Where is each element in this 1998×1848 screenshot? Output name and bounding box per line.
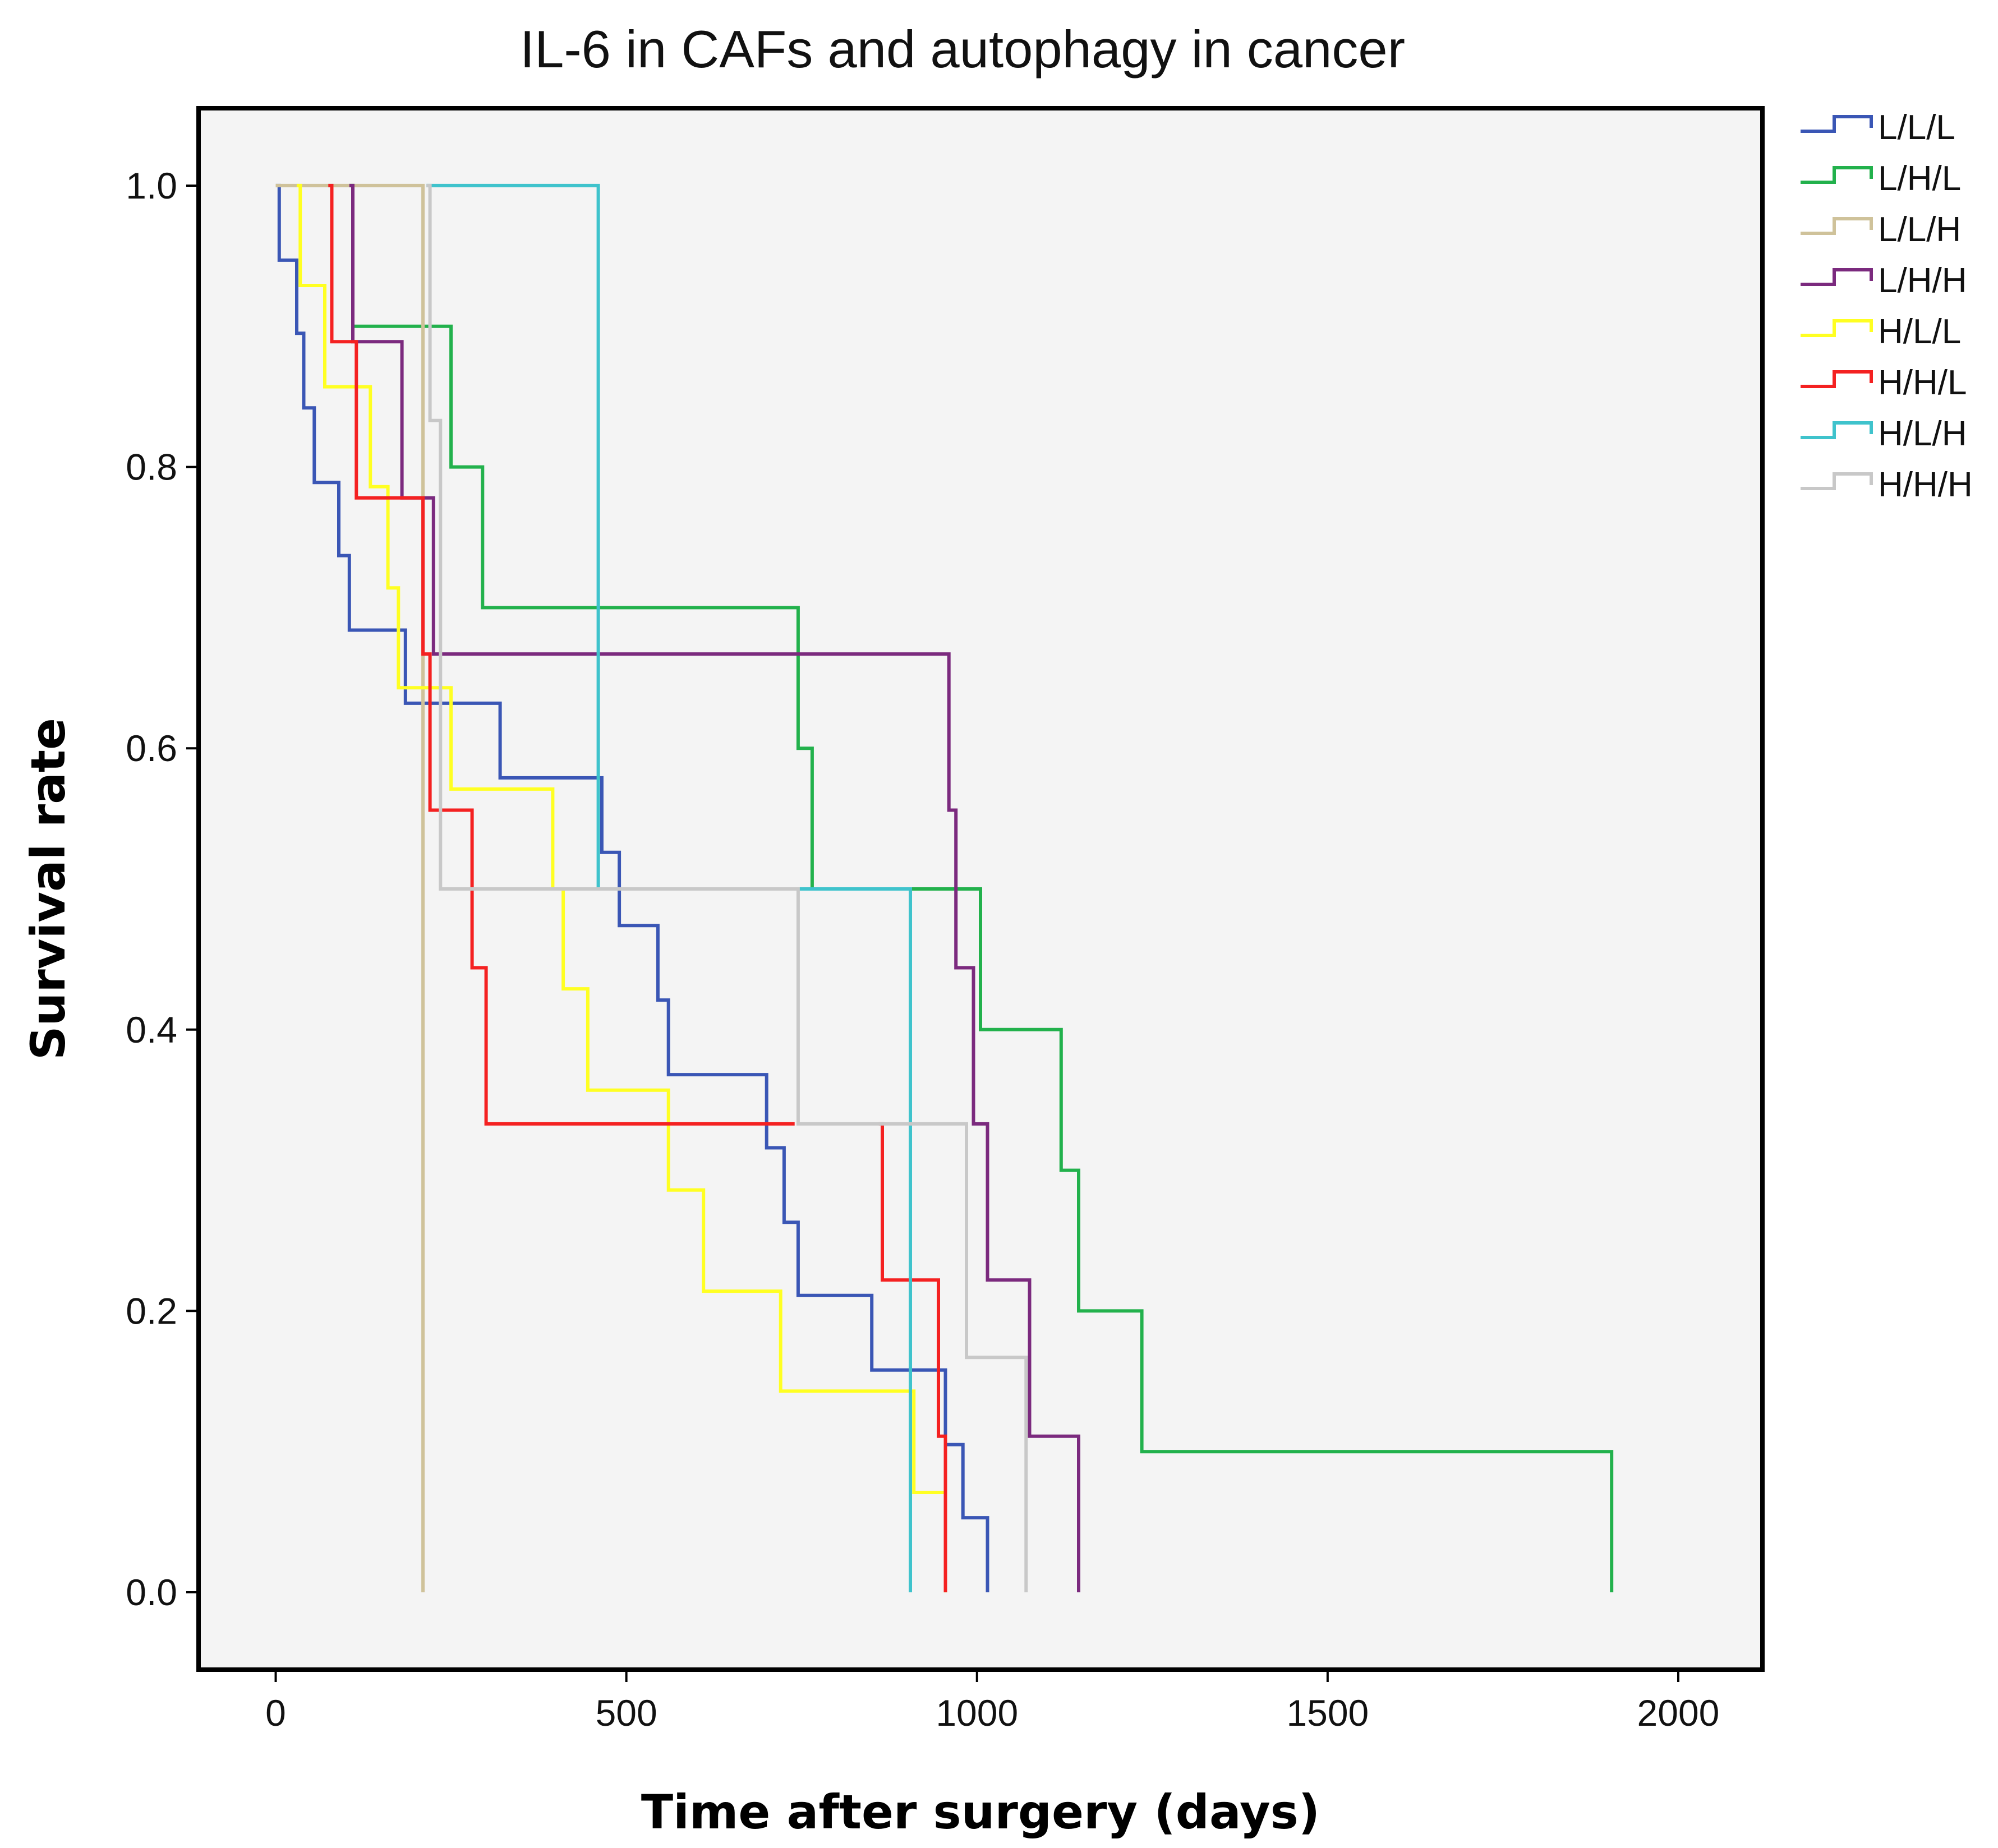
legend-l-h-h-swatch (1801, 268, 1873, 286)
chart-title: IL-6 in CAFs and autophagy in cancer (520, 20, 1405, 79)
y-tick-label: 0.0 (126, 1572, 177, 1613)
x-tick-label: 500 (596, 1692, 657, 1734)
x-tick-label: 0 (265, 1692, 286, 1734)
legend-h-l-h-label: H/L/H (1878, 414, 1967, 453)
y-tick-label: 0.4 (126, 1009, 177, 1050)
legend-l-l-l-label: L/L/L (1878, 108, 1955, 147)
survival-curves (275, 183, 1614, 1593)
series-line-h-h-h (426, 183, 1028, 1593)
series-line-l-l-l (275, 183, 989, 1593)
legend-h-l-h-swatch (1801, 421, 1873, 439)
legend-h-h-h-label: H/H/H (1878, 466, 1973, 504)
legend-l-l-h-swatch (1801, 217, 1873, 235)
x-tick-label: 1000 (936, 1692, 1018, 1734)
x-tick-label: 2000 (1637, 1692, 1720, 1734)
x-axis: 0 500 1000 1500 2000 (265, 1670, 1719, 1734)
y-tick-label: 0.6 (126, 727, 177, 769)
y-tick-label: 0.8 (126, 446, 177, 488)
legend-h-l-l-label: H/L/L (1878, 312, 1961, 351)
legend-h-h-h-swatch (1801, 472, 1873, 490)
legend-l-l-h-label: L/L/H (1878, 210, 1961, 249)
y-axis-label: Survival rate (21, 718, 76, 1060)
legend-l-h-l-label: L/H/L (1878, 159, 1961, 198)
x-tick-label: 1500 (1286, 1692, 1369, 1734)
legend-l-l-l-swatch (1801, 115, 1873, 133)
x-axis-label: Time after surgery (days) (641, 1785, 1320, 1840)
legend-h-l-l-swatch (1801, 319, 1873, 337)
y-axis: 0.0 0.2 0.4 0.6 0.8 1.0 (126, 165, 199, 1613)
legend-h-h-l-label: H/H/L (1878, 363, 1967, 402)
series-line-l-h-h (349, 183, 1080, 1593)
legend: L/L/L L/H/L L/L/H L/H/H H/L/L H/H/L H/L/H H/H/H (1801, 108, 1973, 504)
y-tick-label: 1.0 (126, 165, 177, 206)
legend-l-h-l-swatch (1801, 166, 1873, 184)
legend-h-h-l-swatch (1801, 370, 1873, 388)
series-line-l-l-h (275, 183, 425, 1593)
y-tick-label: 0.2 (126, 1290, 177, 1331)
legend-l-h-h-label: L/H/H (1878, 261, 1967, 300)
